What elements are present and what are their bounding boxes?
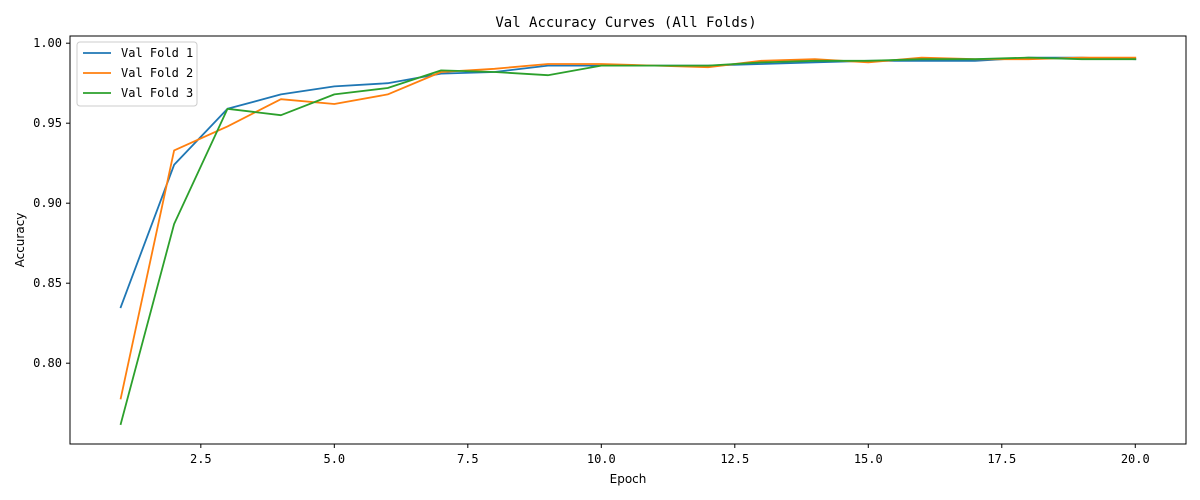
series-line-fold-3 <box>119 56 1137 426</box>
plot-area-frame <box>69 35 1187 445</box>
x-tick-label: 12.5 <box>720 452 749 466</box>
y-tick-label: 0.85 <box>33 276 62 290</box>
legend: Val Fold 1 Val Fold 2 Val Fold 3 <box>76 41 198 107</box>
x-axis-label: Epoch <box>610 472 647 486</box>
y-tick-label: 0.90 <box>33 196 62 210</box>
x-tick-label: 15.0 <box>854 452 883 466</box>
x-tick-label: 2.5 <box>190 452 212 466</box>
legend-label-fold-1: Val Fold 1 <box>121 46 193 60</box>
x-tick-label: 5.0 <box>323 452 345 466</box>
x-tick-label: 7.5 <box>457 452 479 466</box>
y-tick-label: 0.95 <box>33 116 62 130</box>
legend-label-fold-2: Val Fold 2 <box>121 66 193 80</box>
y-axis-label: Accuracy <box>13 213 27 268</box>
legend-box <box>76 41 198 107</box>
x-tick-label: 20.0 <box>1121 452 1150 466</box>
x-tick-label: 17.5 <box>987 452 1016 466</box>
legend-label-fold-3: Val Fold 3 <box>121 86 193 100</box>
y-tick-label: 0.80 <box>33 356 62 370</box>
chart-title: Val Accuracy Curves (All Folds) <box>495 15 756 31</box>
x-tick-label: 10.0 <box>587 452 616 466</box>
y-tick-label: 1.00 <box>33 36 62 50</box>
